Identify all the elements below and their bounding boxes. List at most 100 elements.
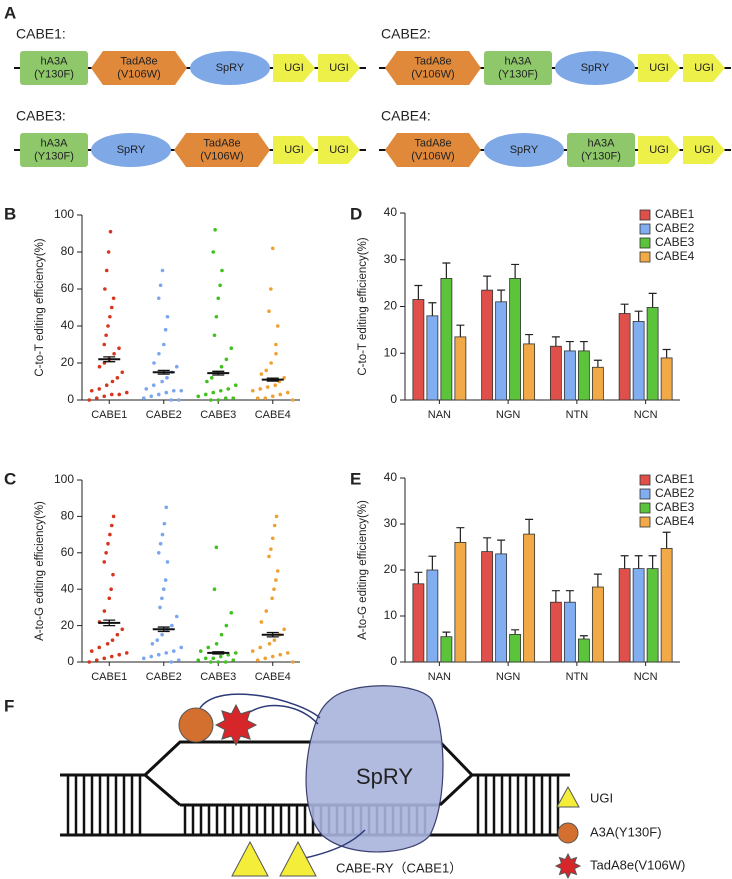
part-label: UGI: [649, 62, 669, 74]
data-point: [176, 398, 181, 402]
panel-label: A: [4, 3, 16, 22]
data-point: [216, 296, 221, 301]
data-point: [179, 388, 184, 393]
data-point: [165, 560, 170, 564]
error-bar: [648, 292, 657, 308]
bar: [632, 321, 645, 401]
data-point: [108, 532, 112, 537]
bar: [591, 586, 604, 663]
data-point: [255, 396, 260, 400]
data-point: [160, 596, 164, 601]
x-tick-label: CABE2: [146, 409, 182, 421]
bar: [426, 315, 439, 401]
error-bar: [511, 263, 520, 279]
data-point: [270, 654, 275, 659]
bar: [412, 299, 425, 401]
part-box: [555, 51, 635, 85]
panel-label: F: [4, 696, 14, 715]
part-label: TadA8e: [203, 137, 240, 149]
data-point: [174, 364, 179, 369]
data-point: [265, 385, 270, 389]
data-point: [278, 392, 283, 397]
y-tick-label: 0: [67, 654, 74, 668]
error-bar: [483, 275, 492, 291]
data-point: [141, 396, 146, 400]
protein-label: SpRY: [356, 764, 413, 789]
bar: [618, 313, 631, 401]
bar: [618, 568, 631, 663]
data-point: [212, 587, 217, 591]
bar: [495, 553, 508, 663]
data-point: [229, 611, 234, 615]
part-label: (Y130F): [34, 68, 74, 80]
data-point: [108, 229, 113, 234]
data-point: [120, 370, 125, 375]
part-label: (Y130F): [34, 150, 74, 162]
part-box: [683, 136, 725, 164]
bar: [495, 301, 508, 401]
data-point: [272, 587, 276, 591]
data-point: [255, 658, 260, 662]
legend-label: CABE3: [655, 500, 695, 514]
bar: [549, 345, 562, 401]
data-point: [104, 333, 108, 338]
data-point: [206, 645, 211, 650]
data-point: [219, 364, 224, 369]
legend-label: A3A(Y130F): [590, 824, 662, 839]
data-point: [264, 368, 269, 373]
data-point: [102, 656, 107, 661]
data-point: [110, 638, 115, 642]
data-point: [220, 268, 224, 273]
data-point: [179, 645, 184, 650]
y-tick-label: 30: [384, 516, 398, 530]
bar: [549, 601, 562, 663]
error-bar: [456, 527, 465, 543]
legend-icon: [554, 852, 582, 879]
data-point: [273, 383, 278, 388]
part-label: (V106W): [200, 150, 243, 162]
data-point: [226, 387, 231, 391]
y-tick-label: 80: [61, 509, 75, 523]
panel-label: B: [4, 204, 16, 223]
bar: [509, 278, 522, 401]
x-tick-label: NTN: [566, 409, 589, 421]
data-point: [165, 376, 169, 380]
data-point: [102, 394, 107, 399]
diagram-caption: CABE-RY（CABE1）: [336, 860, 462, 875]
y-tick-label: 80: [61, 244, 75, 258]
error-bar: [428, 555, 437, 570]
data-point: [274, 578, 278, 582]
bar: [646, 307, 659, 401]
data-point: [211, 390, 216, 395]
bar: [523, 533, 536, 663]
data-point: [149, 394, 154, 399]
part-label: UGI: [329, 62, 349, 74]
part-label: UGI: [284, 144, 304, 156]
part-label: SpRY: [510, 144, 539, 156]
data-point: [282, 627, 286, 632]
data-point: [211, 250, 216, 254]
legend-icon: [556, 785, 580, 808]
bar: [563, 350, 576, 401]
data-point: [275, 324, 280, 328]
bar: [426, 569, 439, 663]
data-point: [89, 649, 94, 653]
data-point: [205, 379, 209, 384]
error-bar: [593, 359, 602, 368]
error-bar: [428, 302, 437, 316]
data-point: [106, 324, 110, 328]
data-point: [97, 364, 102, 369]
data-point: [87, 398, 92, 402]
data-point: [214, 545, 219, 550]
part-label: hA3A: [41, 137, 69, 149]
part-box: [190, 51, 270, 85]
x-tick-label: NCN: [634, 409, 658, 421]
data-point: [109, 587, 113, 591]
x-tick-label: NGN: [496, 409, 521, 421]
data-point: [231, 658, 236, 662]
data-point: [115, 376, 120, 380]
data-point: [269, 287, 273, 291]
data-point: [161, 587, 166, 591]
legend-label: CABE2: [655, 486, 695, 500]
data-point: [169, 660, 174, 664]
